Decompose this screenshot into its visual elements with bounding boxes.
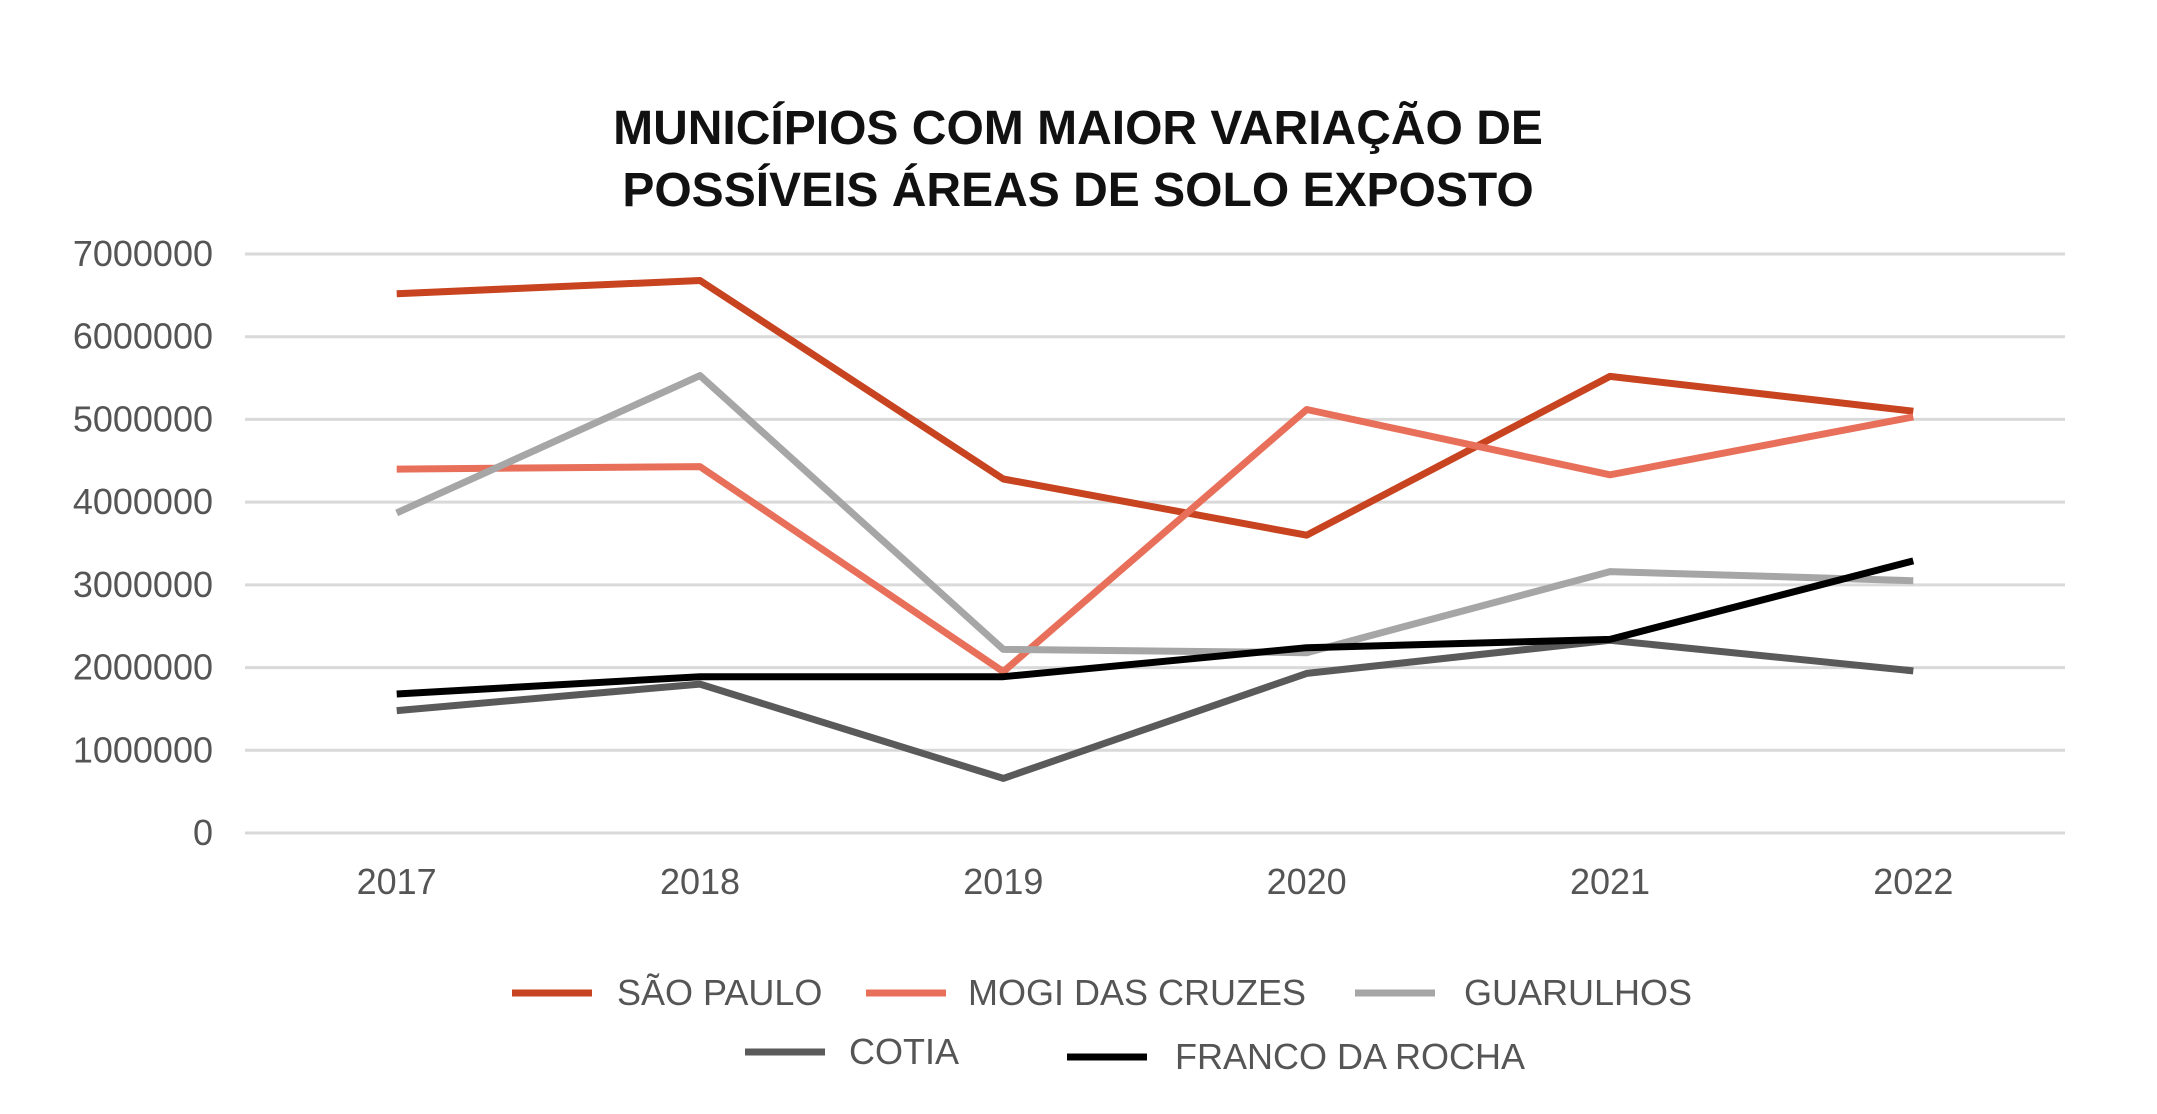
x-tick-label: 2021 bbox=[1570, 861, 1650, 902]
x-axis-ticks: 2017 2018 2019 2020 2021 2022 bbox=[357, 861, 1954, 902]
legend-item: COTIA bbox=[745, 1031, 959, 1072]
x-tick-label: 2020 bbox=[1267, 861, 1347, 902]
x-tick-label: 2018 bbox=[660, 861, 740, 902]
legend-item: SÃO PAULO bbox=[512, 972, 822, 1013]
y-axis-ticks: 0 1000000 2000000 3000000 4000000 5000000 6000… bbox=[73, 233, 213, 853]
y-tick-label: 6000000 bbox=[73, 316, 213, 357]
legend-label: FRANCO DA ROCHA bbox=[1175, 1036, 1525, 1077]
legend-label: SÃO PAULO bbox=[617, 972, 822, 1013]
series-line-franco-da-rocha bbox=[397, 561, 1914, 694]
x-tick-label: 2019 bbox=[963, 861, 1043, 902]
series-line-mogi-das-cruzes bbox=[397, 410, 1914, 672]
chart-title: MUNICÍPIOS COM MAIOR VARIAÇÃO DE POSSÍVEI… bbox=[613, 100, 1543, 217]
y-tick-label: 1000000 bbox=[73, 729, 213, 770]
legend-item: GUARULHOS bbox=[1355, 972, 1692, 1013]
series-line-guarulhos bbox=[397, 376, 1914, 653]
chart-title-line: MUNICÍPIOS COM MAIOR VARIAÇÃO DE bbox=[613, 100, 1543, 155]
y-tick-label: 0 bbox=[193, 812, 213, 853]
y-tick-label: 2000000 bbox=[73, 647, 213, 688]
x-tick-label: 2017 bbox=[357, 861, 437, 902]
x-tick-label: 2022 bbox=[1873, 861, 1953, 902]
y-tick-label: 3000000 bbox=[73, 564, 213, 605]
chart-title-line: POSSÍVEIS ÁREAS DE SOLO EXPOSTO bbox=[622, 163, 1533, 217]
series-lines bbox=[397, 281, 1914, 779]
legend-item: FRANCO DA ROCHA bbox=[1067, 1036, 1525, 1077]
y-tick-label: 4000000 bbox=[73, 481, 213, 522]
legend-label: MOGI DAS CRUZES bbox=[968, 972, 1306, 1013]
legend-item: MOGI DAS CRUZES bbox=[866, 972, 1306, 1013]
y-tick-label: 5000000 bbox=[73, 398, 213, 439]
y-tick-label: 7000000 bbox=[73, 233, 213, 274]
legend: SÃO PAULO MOGI DAS CRUZES GUARULHOS COTIA FR… bbox=[512, 972, 1692, 1077]
legend-label: COTIA bbox=[849, 1031, 959, 1072]
legend-label: GUARULHOS bbox=[1464, 972, 1692, 1013]
